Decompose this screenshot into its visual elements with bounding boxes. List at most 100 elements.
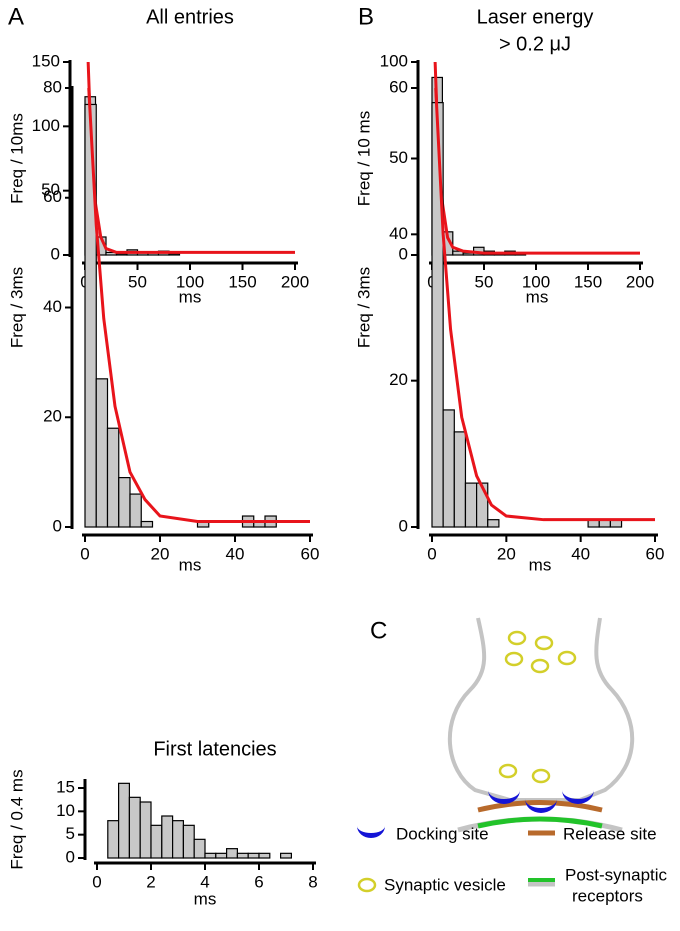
x-tick-label: 50 [128,272,147,291]
fit-curve [434,87,655,522]
legend-docking-icon [357,826,385,838]
bar [280,852,293,859]
bar [247,852,260,859]
histogram-panel: Laser energy> 0.2 μJ050100050100150200ms… [354,6,654,306]
receptors [477,816,603,829]
bar [476,482,489,528]
y-tick-label: 40 [389,224,408,243]
x-tick-label: 0 [80,544,89,563]
x-tick-label: 150 [228,272,256,291]
bar [487,519,500,528]
y-tick-label: 5 [66,824,75,843]
legend-label: Docking site [396,824,489,843]
x-tick-label: 4 [200,872,209,891]
bar [236,852,249,859]
y-axis-label: Freq / 3ms [354,267,373,348]
panel-letter: B [358,3,374,30]
bar [150,824,163,859]
docking-site [525,799,557,813]
bar [442,409,455,528]
legend-label: Post-synaptic [565,865,668,884]
chart-title: All entries [146,6,234,28]
x-tick-label: 20 [151,544,170,563]
x-tick-label: 200 [626,272,654,291]
y-tick-label: 60 [43,187,62,206]
y-tick-label: 60 [389,77,408,96]
bar [95,378,109,528]
terminal-membrane [448,617,635,802]
y-tick-label: 50 [41,180,60,199]
fit-curve [433,61,640,255]
x-tick-label: 0 [92,872,101,891]
bar [182,824,195,859]
y-axis-label: Freq / 10ms [7,113,26,204]
x-tick-label: 100 [522,272,550,291]
y-tick-label: 40 [43,297,62,316]
bar [226,848,239,859]
x-axis-label: ms [529,555,552,574]
x-tick-label: 60 [301,544,320,563]
x-tick-label: 0 [427,544,436,563]
fit-curve [87,87,310,524]
x-tick-label: 2 [146,872,155,891]
docking-site [562,790,594,804]
x-tick-label: 50 [475,272,494,291]
y-tick-label: 80 [43,77,62,96]
histogram-panel: First latencies 0 5 10 15 0 2 4 6 8 ms Freq / 0.4 m… [7,738,317,908]
histogram-panel: 0 20 40 60 0 20 40 60 ms Freq / 3ms [354,77,664,574]
y-tick-label: 0 [399,516,408,535]
y-tick-label: 0 [53,516,62,535]
bar [161,815,174,859]
fit-curve [86,61,295,254]
bar [139,801,152,859]
legend-label: Synaptic vesicle [384,875,506,894]
x-tick-label: 200 [281,272,309,291]
y-axis-label: Freq / 0.4 ms [7,769,26,869]
histogram-panel: All entries050100150050100150200msFreq /… [7,6,309,306]
x-axis-label: ms [526,287,549,306]
y-tick-label: 20 [389,370,408,389]
x-tick-label: 20 [497,544,516,563]
y-tick-label: 0 [66,847,75,866]
bar [107,820,120,859]
panel-letter: C [370,617,387,644]
bar [118,477,131,528]
legend-label: Release site [563,824,657,843]
x-tick-label: 150 [574,272,602,291]
bar [464,482,478,528]
bar [117,782,130,859]
chart-title: First latencies [153,738,276,760]
y-tick-label: 150 [32,51,60,70]
y-axis-label: Freq / 3ms [7,267,26,348]
histogram-panel: 0 20 40 60 80 0 20 40 60 ms Freq / 3ms [7,77,319,574]
x-tick-label: 6 [254,872,263,891]
x-tick-label: 8 [308,872,317,891]
x-tick-label: 60 [646,544,665,563]
vesicles [498,630,577,784]
y-tick-label: 50 [389,148,408,167]
legend-vesicle-icon [357,877,377,893]
y-tick-label: 20 [43,407,62,426]
y-tick-label: 0 [51,244,60,263]
legend-label: receptors [572,886,643,905]
y-tick-label: 15 [56,777,75,796]
release-site [477,800,603,813]
bar [258,852,271,859]
y-tick-label: 0 [399,244,408,263]
x-axis-label: ms [194,889,217,908]
y-axis-label: Freq / 10 ms [354,111,373,206]
bar [193,838,206,859]
x-axis-label: ms [179,555,202,574]
panel-letter: A [8,3,24,30]
bar [129,493,142,528]
bar [106,427,120,528]
bar [215,852,228,859]
x-tick-label: 40 [226,544,245,563]
y-tick-label: 10 [56,801,75,820]
docking-sites [488,790,594,813]
x-tick-label: 40 [571,544,590,563]
bar [172,820,185,859]
x-axis-label: ms [179,287,202,306]
bar [453,431,467,528]
